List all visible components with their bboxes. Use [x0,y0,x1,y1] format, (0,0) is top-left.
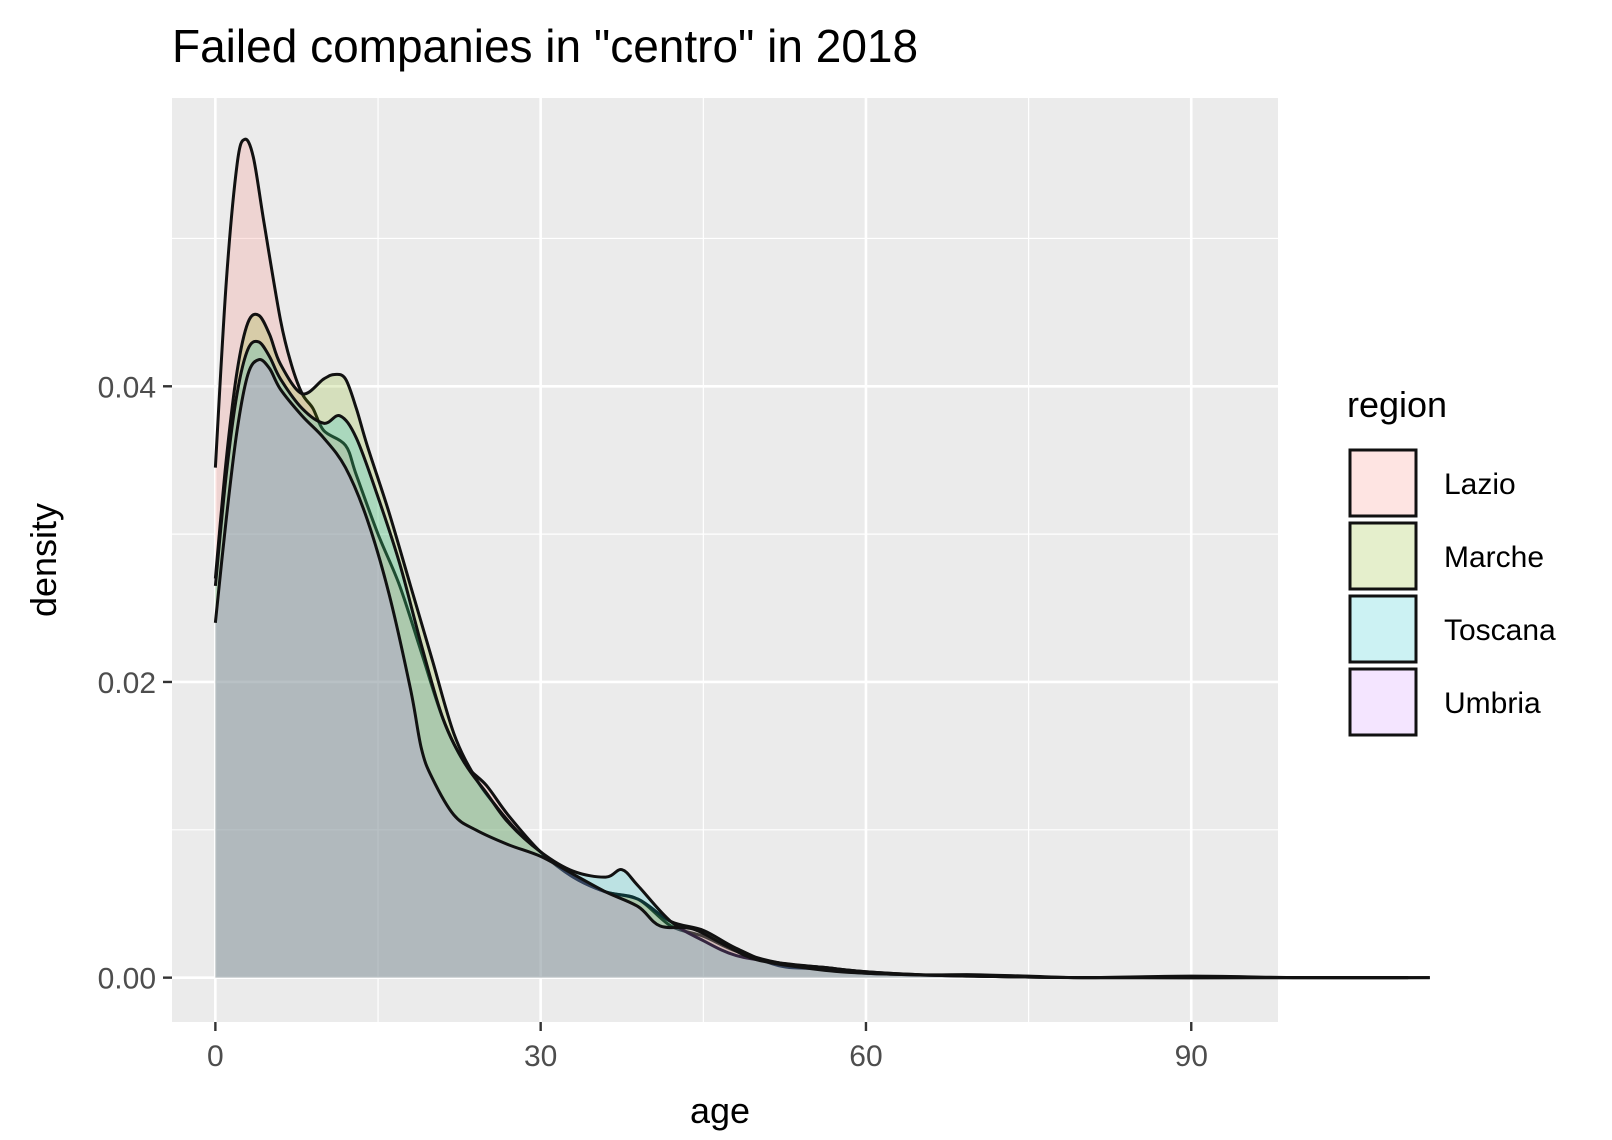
density-series-group [213,137,1430,980]
legend-label-marche: Marche [1444,541,1544,574]
x-tick-label: 90 [1175,1040,1208,1073]
legend-label-umbria: Umbria [1444,687,1541,720]
x-axis-title: age [690,1090,750,1131]
density-area-toscana [215,341,1430,978]
legend-title: region [1347,384,1447,425]
plot-panel [172,98,1278,1022]
y-axis-title: density [23,503,64,617]
legend-key-marche [1348,521,1418,591]
y-tick-label: 0.02 [98,667,156,700]
legend-key-umbria [1348,667,1418,737]
chart-title: Failed companies in "centro" in 2018 [172,20,918,72]
legend-label-lazio: Lazio [1444,468,1516,501]
legend: region Lazio Marche Toscana Umbria [1347,384,1556,737]
y-tick-label: 0.00 [98,963,156,996]
legend-key-toscana [1348,594,1418,664]
x-tick-label: 0 [207,1040,224,1073]
panel-background [172,98,1278,1022]
legend-label-toscana: Toscana [1444,614,1556,647]
density-area-lazio [215,139,1430,978]
x-tick-label: 30 [524,1040,557,1073]
y-tick-label: 0.04 [98,371,156,404]
density-area-umbria [215,359,1409,978]
legend-key-lazio [1348,448,1418,518]
density-line-umbria [213,358,1409,980]
axes: 0 30 60 90 0.00 0.02 0.04 [98,371,1208,1073]
x-tick-label: 60 [849,1040,882,1073]
density-area-marche [215,314,1409,978]
